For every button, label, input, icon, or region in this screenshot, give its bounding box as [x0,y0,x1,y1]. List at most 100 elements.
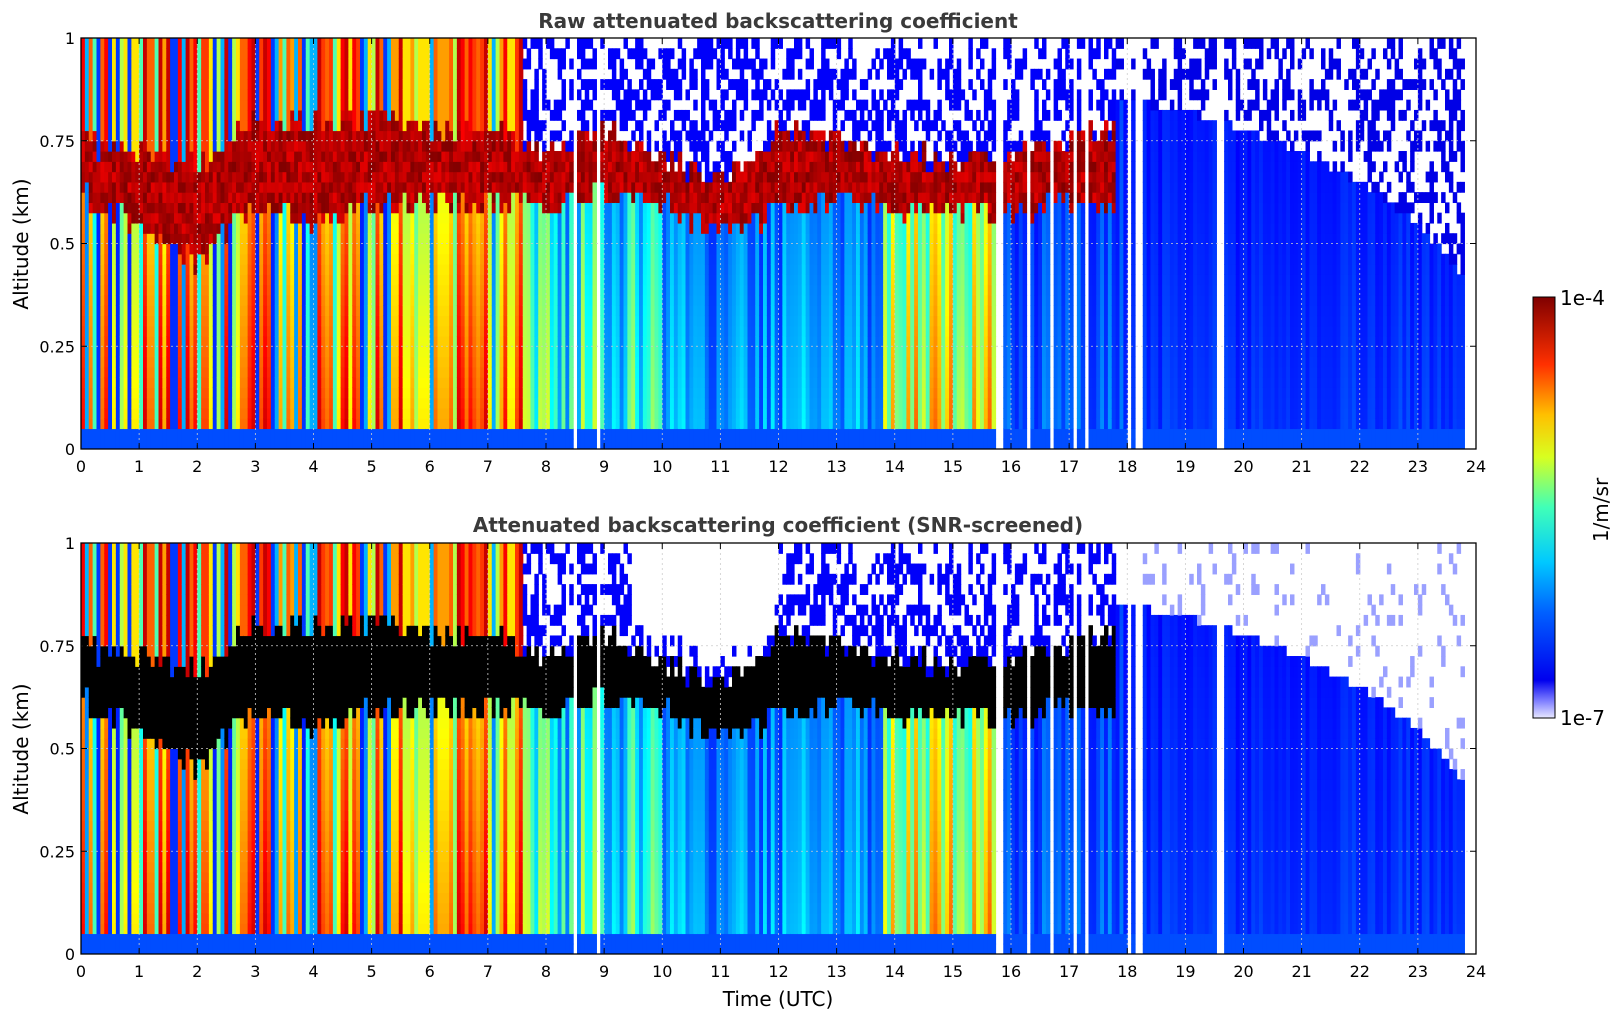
heatmap-cell [270,89,276,101]
heatmap-cell [112,397,117,409]
heatmap-cell [212,294,218,306]
heatmap-cell [379,99,384,111]
heatmap-cell [177,428,183,440]
heatmap-cell [460,222,466,234]
heatmap-cell [108,192,113,204]
heatmap-cell [185,397,191,409]
heatmap-cell [515,438,520,449]
heatmap-cell [92,274,98,286]
heatmap-cell [456,58,462,70]
heatmap-cell [348,233,353,245]
heatmap-cell [344,335,349,347]
heatmap-cell [267,397,272,409]
heatmap-cell [391,212,396,224]
heatmap-cell [484,130,489,142]
heatmap-cell [228,58,233,70]
heatmap-cell [445,140,450,152]
heatmap-cell [561,387,566,399]
heatmap-cell [181,315,187,327]
heatmap-cell [216,335,222,347]
heatmap-cell [197,243,202,255]
heatmap-cell [143,325,148,337]
heatmap-cell [336,428,342,440]
heatmap-cell [290,212,295,224]
heatmap-cell [298,109,303,121]
heatmap-cell [197,79,202,90]
heatmap-cell [143,346,148,358]
heatmap-cell [88,315,94,327]
heatmap-cell [549,305,555,317]
heatmap-cell [305,387,311,399]
heatmap-cell [499,397,504,409]
heatmap-cell [177,356,183,368]
heatmap-cell [135,222,140,234]
heatmap-cell [418,387,423,399]
heatmap-cell [437,253,442,265]
heatmap-cell [530,192,535,204]
heatmap-cell [220,68,225,80]
heatmap-cell [154,130,160,142]
heatmap-cell [484,438,489,449]
heatmap-cell [84,48,90,60]
heatmap-cell [205,171,210,183]
heatmap-cell [290,99,295,111]
heatmap-cell [193,315,198,327]
heatmap-cell [518,140,524,152]
heatmap-cell [476,222,481,234]
heatmap-cell [375,294,380,306]
heatmap-cell [294,274,299,286]
heatmap-cell [313,130,318,142]
heatmap-cell [383,212,388,224]
heatmap-cell [212,140,218,152]
heatmap-cell [150,79,156,90]
heatmap-cell [340,99,346,111]
heatmap-cell [387,356,392,368]
heatmap-cell [383,377,388,388]
heatmap-cell [503,418,508,430]
heatmap-cell [460,192,466,204]
heatmap-cell [515,284,520,296]
heatmap-cell [549,130,555,142]
heatmap-cell [278,151,284,162]
heatmap-cell [298,294,303,306]
heatmap-cell [344,325,349,337]
heatmap-cell [104,407,109,419]
heatmap-cell [162,38,167,49]
heatmap-cell [507,387,512,399]
heatmap-cell [286,79,291,90]
heatmap-cell [119,274,125,286]
heatmap-cell [247,418,253,430]
heatmap-cell [154,274,160,286]
heatmap-cell [100,366,105,378]
heatmap-cell [139,171,144,183]
heatmap-cell [538,366,543,378]
heatmap-cell [348,335,353,347]
heatmap-cell [166,48,171,60]
heatmap-cell [236,130,241,142]
heatmap-cell [441,79,446,90]
heatmap-cell [371,151,377,162]
heatmap-cell [511,140,516,152]
heatmap-cell [185,335,191,347]
heatmap-cell [286,438,291,449]
heatmap-cell [553,171,559,183]
heatmap-cell [487,346,493,358]
heatmap-cell [530,253,535,265]
heatmap-cell [561,181,566,193]
heatmap-cell [127,48,132,60]
heatmap-cell [104,120,109,132]
heatmap-cell [298,325,303,337]
heatmap-cell [100,377,105,388]
heatmap-cell [445,130,450,142]
heatmap-cell [154,366,160,378]
heatmap-cell [414,428,419,440]
heatmap-cell [321,356,326,368]
heatmap-cell [484,48,489,60]
heatmap-cell [208,58,214,70]
heatmap-cell [344,171,349,183]
heatmap-cell [449,346,454,358]
heatmap-cell [495,38,501,49]
heatmap-cell [503,68,508,80]
heatmap-cell [453,171,458,183]
heatmap-cell [212,438,218,449]
